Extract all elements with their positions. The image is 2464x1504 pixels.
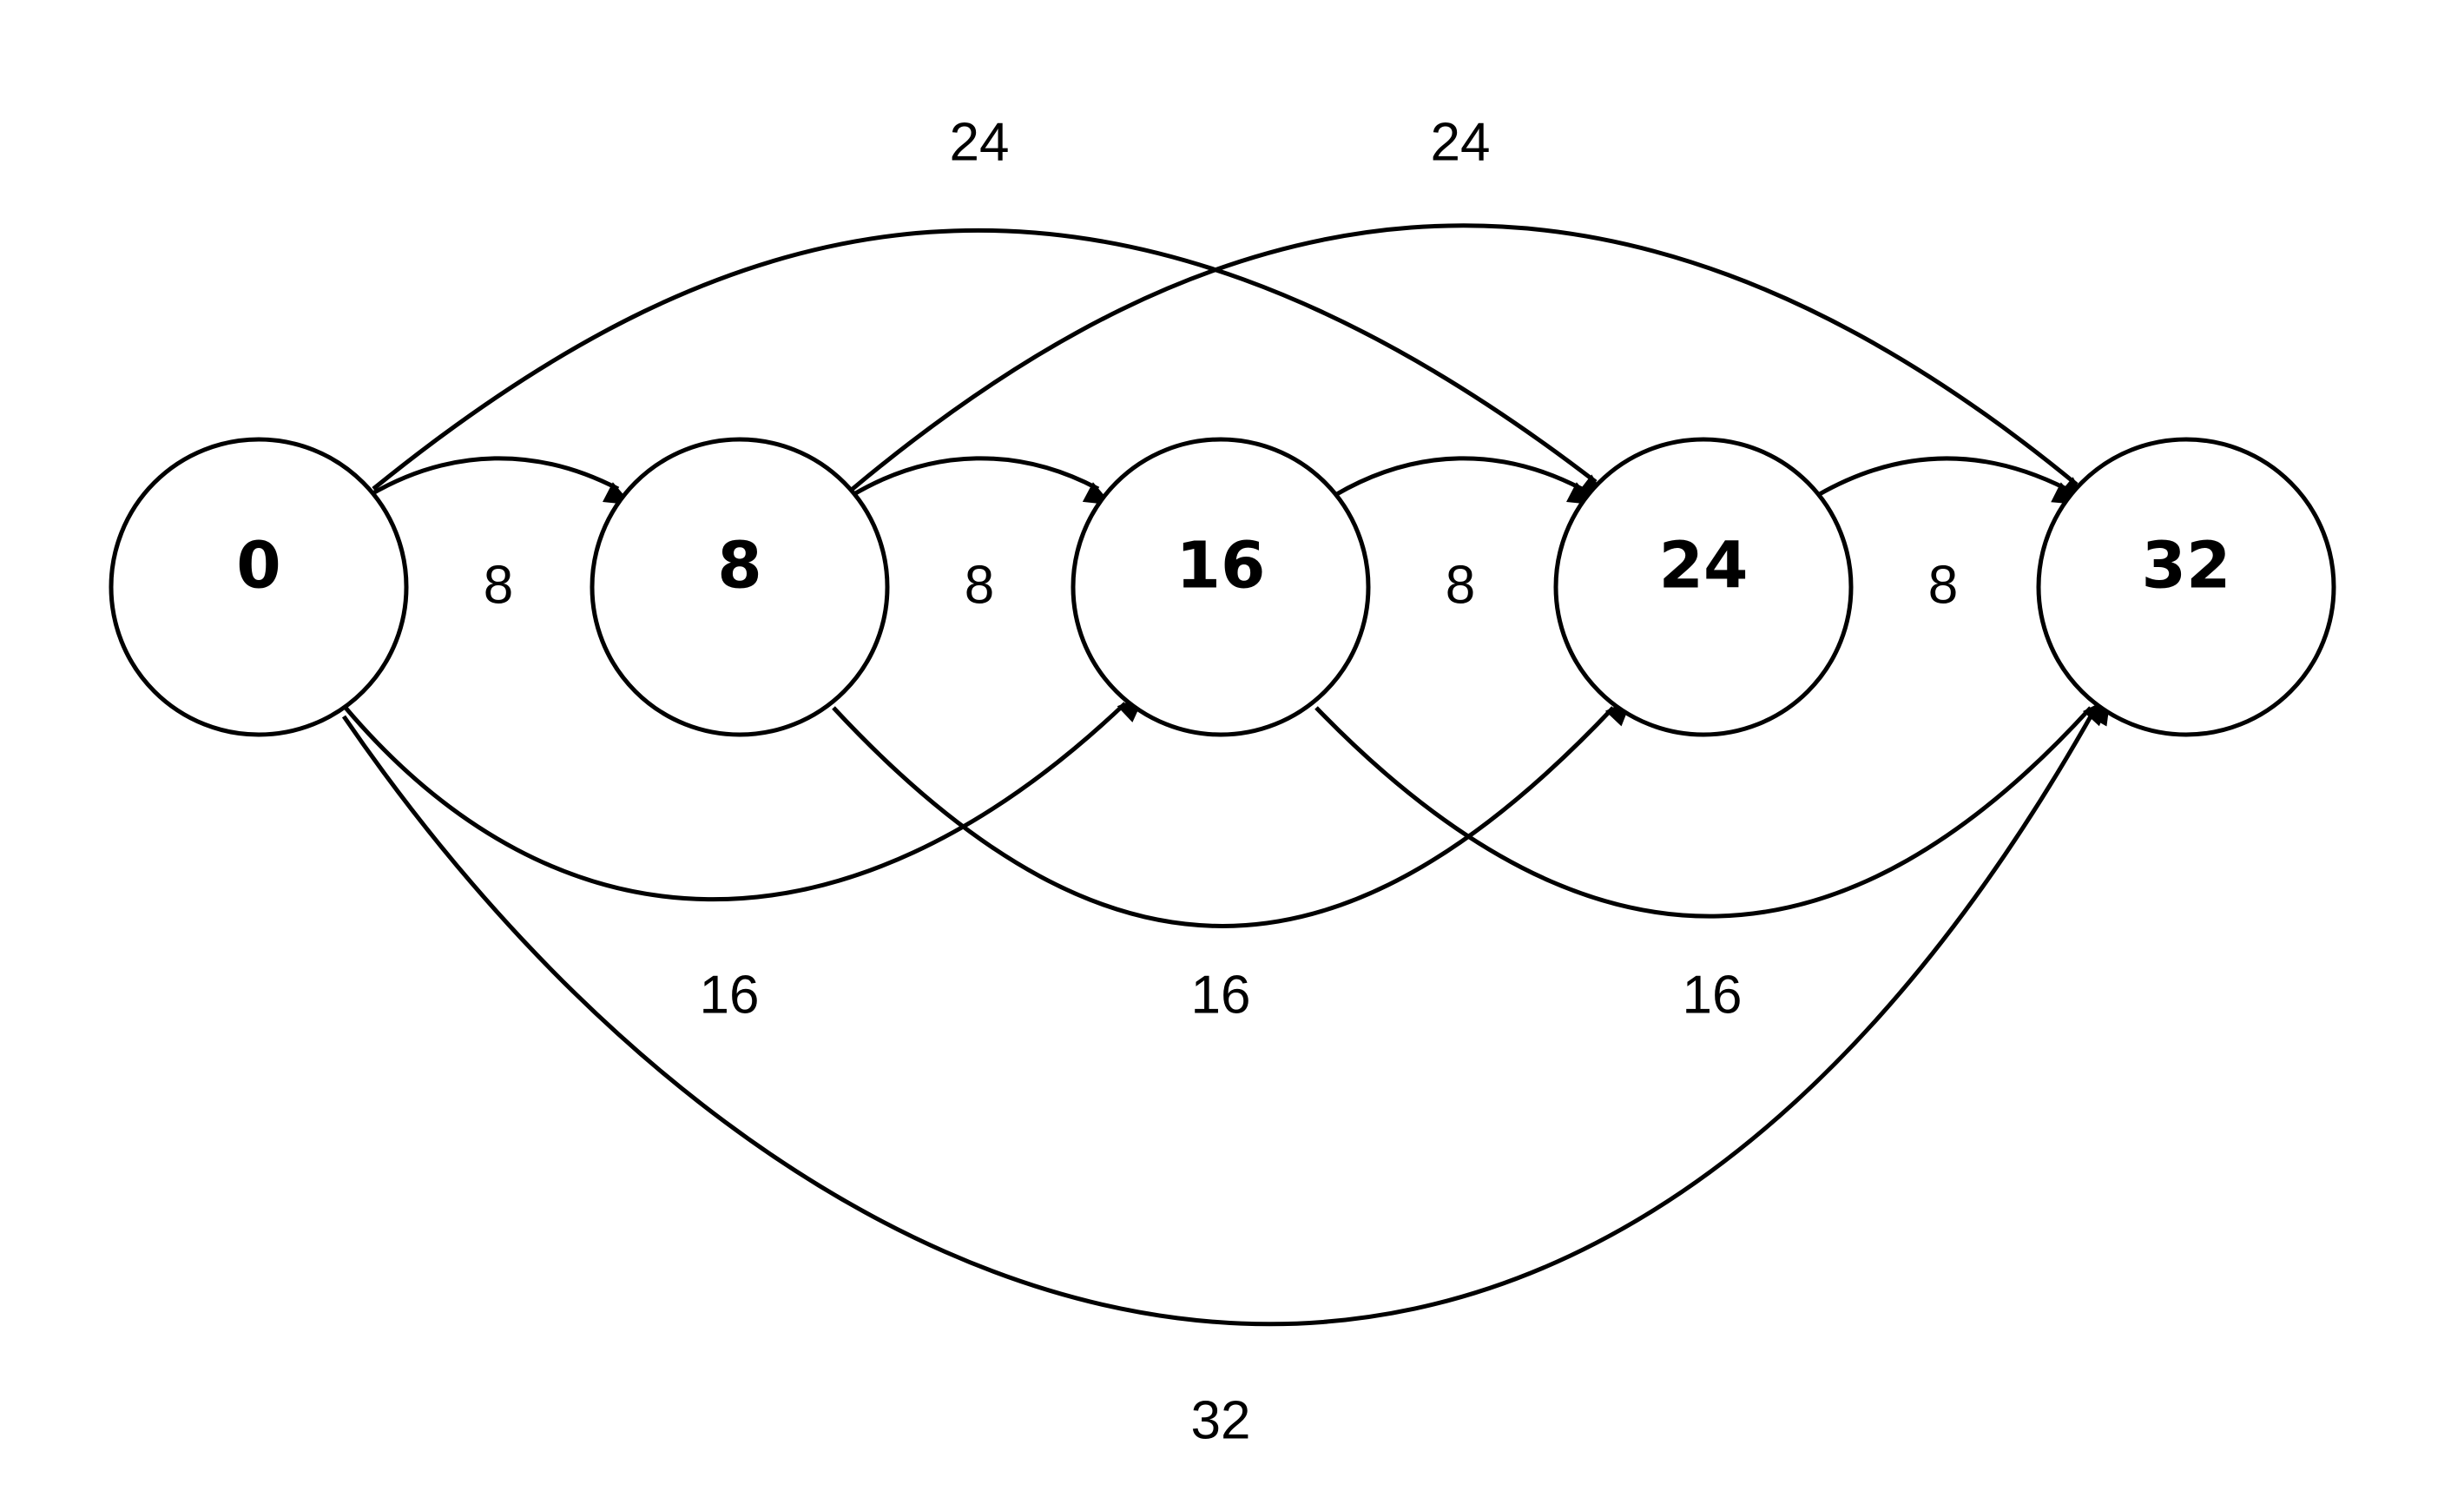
node-label: 0 xyxy=(236,529,281,604)
nodes: 0 8 16 24 32 xyxy=(109,437,2336,737)
edge-label-8-to-16: 8 xyxy=(965,555,994,615)
edge-label-8-to-24: 16 xyxy=(1191,965,1251,1025)
edge-label-0-to-32: 32 xyxy=(1191,1390,1251,1450)
edge-24-to-32 xyxy=(1816,456,2081,505)
edge-8-to-24 xyxy=(832,698,1633,928)
node-circle xyxy=(1553,437,1854,737)
edge-labels: 8 8 8 8 16 16 16 24 24 32 xyxy=(484,112,1958,1450)
node-8[interactable]: 8 xyxy=(590,437,890,737)
edge-label-16-to-24: 8 xyxy=(1446,555,1475,615)
node-label: 32 xyxy=(2142,529,2231,604)
node-24[interactable]: 24 xyxy=(1553,437,1854,737)
edge-8-to-16 xyxy=(851,456,1113,505)
node-label: 8 xyxy=(717,529,762,604)
node-32[interactable]: 32 xyxy=(2036,437,2336,737)
node-label: 24 xyxy=(1659,529,1749,604)
edge-label-16-to-32: 16 xyxy=(1683,965,1743,1025)
edge-0-to-8 xyxy=(368,456,633,505)
node-circle xyxy=(1071,437,1371,737)
node-circle xyxy=(590,437,890,737)
node-circle xyxy=(2036,437,2336,737)
edge-label-8-to-32: 24 xyxy=(1431,112,1491,172)
node-label: 16 xyxy=(1176,529,1266,604)
edges xyxy=(341,223,2111,1327)
edge-0-to-24 xyxy=(372,228,1607,500)
edge-label-0-to-24: 24 xyxy=(950,112,1010,172)
node-0[interactable]: 0 xyxy=(109,437,409,737)
edge-16-to-24 xyxy=(1334,456,1597,505)
edge-8-to-32 xyxy=(851,223,2088,504)
edge-16-to-32 xyxy=(1314,697,2111,919)
edge-label-24-to-32: 8 xyxy=(1928,555,1958,615)
edge-0-to-16 xyxy=(344,695,1145,902)
node-16[interactable]: 16 xyxy=(1071,437,1371,737)
edge-label-0-to-16: 16 xyxy=(700,965,760,1025)
edge-0-to-32 xyxy=(341,696,2111,1327)
node-circle xyxy=(109,437,409,737)
edge-label-0-to-8: 8 xyxy=(484,555,513,615)
